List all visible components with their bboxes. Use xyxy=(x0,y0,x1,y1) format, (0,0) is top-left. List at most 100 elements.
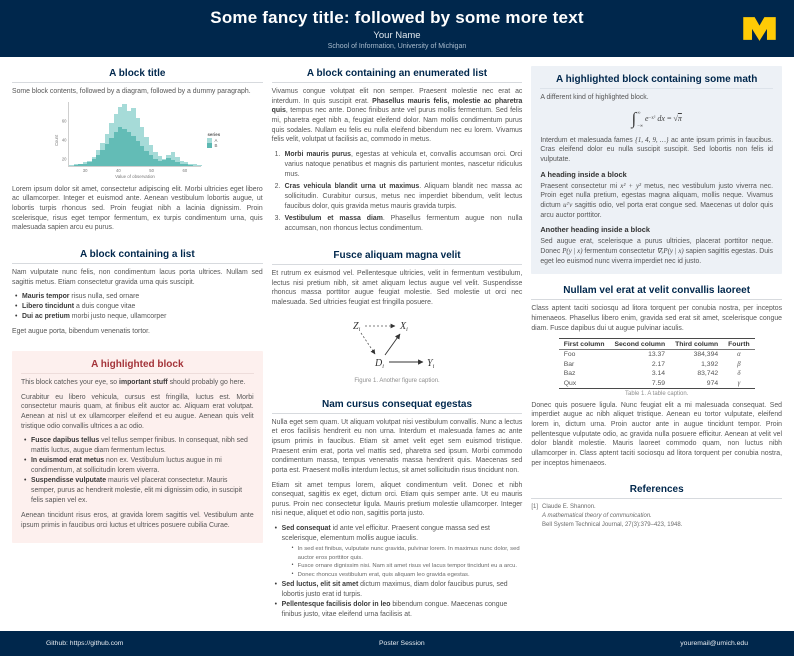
display-equation: ∫ ∞ −∞ e −x² dx = √ π xyxy=(631,109,682,129)
block-title: References xyxy=(629,484,684,496)
block-paragraph: Etiam sit amet tempus lorem, aliquet con… xyxy=(271,481,523,518)
sub-list-item: Donec rhoncus vestibulum erat, quis aliq… xyxy=(292,571,523,580)
lead-sentence: This block catches your eye, so importan… xyxy=(21,378,246,386)
bullet-list: Fusce dapibus tellus vel tellus semper f… xyxy=(21,436,254,506)
poster: Some fancy title: followed by some more … xyxy=(0,0,794,592)
node-y: Yi xyxy=(427,358,435,370)
reference-list: [1] Claude E. Shannon. A mathematical th… xyxy=(531,503,782,529)
block-paragraph: Donec quis posuere ligula. Nunc feugiat … xyxy=(531,401,783,467)
poster-header: Some fancy title: followed by some more … xyxy=(0,0,794,57)
list-item: Mauris tempor risus nulla, sed ornare xyxy=(15,292,263,302)
block-title: A highlighted block xyxy=(91,358,184,370)
block-fusce-aliquam: Fusce aliquam magna velit Et rutrum ex e… xyxy=(271,248,523,388)
title-rule xyxy=(531,299,783,301)
footer-session-label: Poster Session xyxy=(379,640,425,648)
reference-authors: Claude E. Shannon. xyxy=(542,504,596,511)
enumerated-item: Cras vehicula blandit urna ut maximus. A… xyxy=(275,182,523,210)
block-enumerated-list: A block containing an enumerated list Vi… xyxy=(271,66,523,239)
title-rule xyxy=(531,498,783,500)
reference-venue: Bell System Technical Journal, 27(3):379… xyxy=(542,521,683,528)
michigan-block-m-logo-icon xyxy=(743,17,776,41)
table-row: Bar 2.17 1,392 β xyxy=(563,360,741,368)
list-item: Suspendisse vulputate mauris vel placera… xyxy=(24,476,254,506)
title-rule xyxy=(271,82,523,83)
block-title: A highlighted block containing some math xyxy=(556,74,758,85)
table-row: Qux 7.59 974 γ xyxy=(558,378,755,389)
column-2: A block containing an enumerated list Vi… xyxy=(271,66,523,626)
legend-title: series xyxy=(207,132,221,138)
sub-list-item: Fusce ornare dignissim nisi. Nam sit ame… xyxy=(292,562,523,571)
column-1: A block title Some block contents, follo… xyxy=(12,66,263,543)
block-title: A block containing a list xyxy=(80,248,195,260)
block-paragraph: Interdum et malesuada fames {1, 4, 9, …}… xyxy=(540,136,774,163)
block-title: Fusce aliquam magna velit xyxy=(333,249,461,261)
column-3: A highlighted block containing some math… xyxy=(531,66,783,529)
poster-institution: School of Information, University of Mic… xyxy=(327,42,467,50)
block-intro: A different kind of highlighted block. xyxy=(540,94,649,101)
table-row: Baz 3.14 83,742 δ xyxy=(563,370,741,378)
block-title: Nam cursus consequat egestas xyxy=(321,398,473,410)
data-table: First column Second column Third column … xyxy=(558,338,755,389)
histogram-figure: Count 20 40 60 30 40 50 60 Value of observati… xyxy=(12,101,263,179)
list-item: Dui ac pretium morbi justo neque, ullamc… xyxy=(15,312,263,322)
block-intro: Some block contents, followed by a diagr… xyxy=(12,88,251,95)
histogram-xlabel: Value of observation xyxy=(115,173,155,179)
block-outro: Eget augue porta, bibendum venenatis tor… xyxy=(12,328,150,336)
table-caption: Table 1. A table caption. xyxy=(624,390,689,397)
reference-entry: [1] Claude E. Shannon. A mathematical th… xyxy=(531,504,683,528)
footer-github-link: Github: https://github.com xyxy=(46,640,124,648)
block-paragraph: Et rutrum ex euismod vel. Pellentesque u… xyxy=(271,269,523,306)
table-header-row: First column Second column Third column … xyxy=(558,338,755,351)
block-paragraph: Sed augue erat, scelerisque a purus ultr… xyxy=(540,238,774,265)
block-intro: Nam vulputate nunc felis, non condimentu… xyxy=(12,268,263,286)
block-a-block-title: A block title Some block contents, follo… xyxy=(12,66,263,238)
list-item: In euismod erat metus non ex. Vestibulum… xyxy=(24,456,254,476)
block-intro: Vivamus congue volutpat elit non semper.… xyxy=(271,88,523,144)
block-title: A block containing an enumerated list xyxy=(306,68,488,79)
title-rule xyxy=(12,82,263,83)
block-title: Nullam vel erat at velit convallis laore… xyxy=(563,285,751,297)
sub-list-item: In sed est finibus, vulputate nunc gravi… xyxy=(292,545,523,562)
bullet-list: Sed consequat id ante vel efficitur. Pra… xyxy=(272,524,523,620)
node-z: Zi xyxy=(353,321,361,333)
sub-bullet-list: In sed est finibus, vulputate nunc gravi… xyxy=(282,545,523,579)
block-table: Nullam vel erat at velit convallis laore… xyxy=(531,283,783,473)
list-item: Libero tincidunt a duis congue vitae xyxy=(15,302,263,312)
title-rule xyxy=(540,88,774,89)
poster-body: A block title Some block contents, follo… xyxy=(0,57,794,625)
block-nam-cursus: Nam cursus consequat egestas Nulla eget … xyxy=(271,397,523,626)
highlighted-block-red: A highlighted block This block catches y… xyxy=(12,350,263,543)
in-block-heading: Another heading inside a block xyxy=(540,225,650,235)
dag-figure: Zi Xi Di Yi xyxy=(272,314,523,376)
histogram-x-axis: 30 40 50 60 xyxy=(82,167,188,173)
reference-title: A mathematical theory of communication. xyxy=(542,512,652,519)
block-paragraph: Lorem ipsum dolor sit amet, consectetur … xyxy=(12,185,263,232)
table-row: Foo 13.37 384,394 α xyxy=(563,351,741,359)
highlighted-block-math: A highlighted block containing some math… xyxy=(531,66,783,275)
list-item: Fusce dapibus tellus vel tellus semper f… xyxy=(24,436,254,456)
title-rule xyxy=(271,263,523,265)
title-rule xyxy=(271,412,523,414)
block-paragraph: Nulla eget sem quam. Ut aliquam volutpat… xyxy=(271,418,523,474)
list-item: Sed luctus, elit sit amet dictum maximus… xyxy=(275,580,523,600)
block-paragraph: Curabitur eu libero vehicula, cursus est… xyxy=(21,393,254,430)
list-item: Pellentesque facilisis dolor in leo bibe… xyxy=(275,600,523,620)
in-block-heading: A heading inside a block xyxy=(540,169,627,179)
enumerated-item: Morbi mauris purus, egestas at vehicula … xyxy=(275,150,523,178)
poster-title: Some fancy title: followed by some more … xyxy=(210,7,584,27)
block-paragraph: Aenean tincidunt risus eros, at gravida … xyxy=(21,512,254,529)
block-containing-a-list: A block containing a list Nam vulputate … xyxy=(12,247,263,342)
bullet-list: Mauris tempor risus nulla, sed ornare Li… xyxy=(12,292,263,322)
causal-dag-diagram: Zi Xi Di Yi xyxy=(353,321,435,370)
poster-footer: Github: https://github.com Poster Sessio… xyxy=(0,631,794,656)
figure-caption: Figure 1. Another figure caption. xyxy=(354,377,440,384)
block-paragraph: Praesent consectetur mi x² + y² metus, n… xyxy=(540,182,774,219)
histogram-y-axis: 20 40 60 xyxy=(61,118,67,162)
histogram-chart: Count 20 40 60 30 40 50 60 Value of observati… xyxy=(54,101,221,179)
title-rule xyxy=(12,262,263,264)
enumerated-list: Morbi mauris purus, egestas at vehicula … xyxy=(272,150,523,234)
poster-author: Your Name xyxy=(373,29,421,41)
list-item: Sed consequat id ante vel efficitur. Pra… xyxy=(275,524,523,579)
histogram-plot-area: 30 40 50 60 Value of observation xyxy=(68,101,202,179)
